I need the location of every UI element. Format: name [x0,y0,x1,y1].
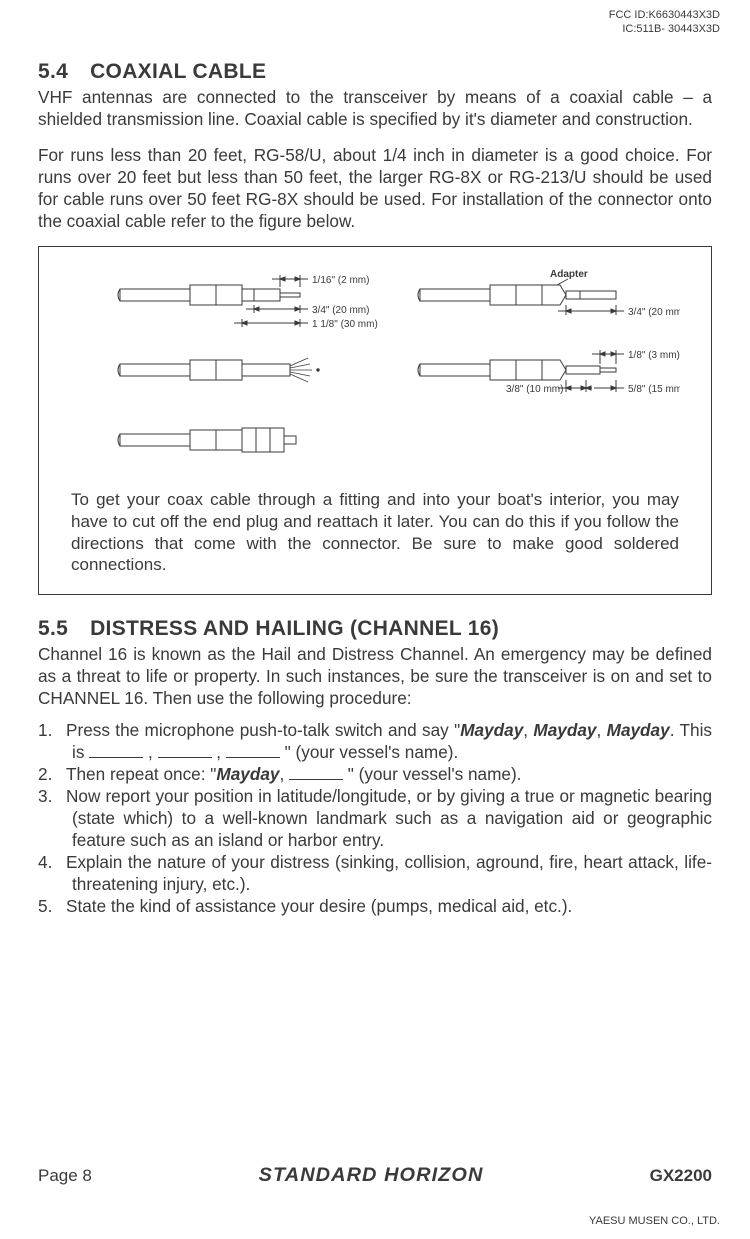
figure-caption: To get your coax cable through a fitting… [61,489,689,576]
model-number: GX2200 [650,1166,712,1186]
section-5-4-title: 5.4 COAXIAL CABLE [38,60,712,84]
coax-figure-box: 1/16" (2 mm) 3/4" (20 mm) 1 1/8" (30 mm) [38,246,712,595]
section-5-5-num: 5.5 [38,617,68,641]
page-content: 5.4 COAXIAL CABLE VHF antennas are connec… [0,0,750,957]
section-5-5-title: 5.5 DISTRESS AND HAILING (CHANNEL 16) [38,617,712,641]
section-5-5-heading: DISTRESS AND HAILING (CHANNEL 16) [90,617,499,640]
procedure-list: Press the microphone push-to-talk switch… [38,719,712,917]
section-5-4-heading: COAXIAL CABLE [90,60,266,83]
dim-1-16: 1/16" (2 mm) [312,275,369,286]
dim-3-4-left: 3/4" (20 mm) [312,305,369,316]
page-number: Page 8 [38,1166,92,1186]
company-name: YAESU MUSEN CO., LTD. [589,1215,720,1227]
procedure-step-1: Press the microphone push-to-talk switch… [38,719,712,763]
adapter-label: Adapter [550,269,588,280]
dim-3-8: 3/8" (10 mm) [506,384,563,395]
brand-logo: STANDARD HORIZON [258,1165,483,1187]
procedure-step-2: Then repeat once: "Mayday, " (your vesse… [38,763,712,785]
header-ids: FCC ID:K6630443X3D IC:511B- 30443X3D [609,8,720,37]
procedure-step-5: State the kind of assistance your desire… [38,895,712,917]
dim-3-4-right: 3/4" (20 mm) [628,307,680,318]
procedure-step-4: Explain the nature of your distress (sin… [38,851,712,895]
section-5-5-p1: Channel 16 is known as the Hail and Dist… [38,643,712,709]
section-5-4-num: 5.4 [38,60,68,84]
fcc-id: FCC ID:K6630443X3D [609,8,720,22]
coax-diagram: 1/16" (2 mm) 3/4" (20 mm) 1 1/8" (30 mm) [70,261,680,471]
section-5-4-p1: VHF antennas are connected to the transc… [38,86,712,130]
page-footer: Page 8 STANDARD HORIZON GX2200 [38,1165,712,1187]
procedure-step-3: Now report your position in latitude/lon… [38,785,712,851]
dim-5-8: 5/8" (15 mm) [628,384,680,395]
dim-1-8: 1/8" (3 mm) [628,350,680,361]
dim-1-1-8: 1 1/8" (30 mm) [312,319,378,330]
ic-id: IC:511B- 30443X3D [609,22,720,36]
section-5-4-p2: For runs less than 20 feet, RG-58/U, abo… [38,144,712,232]
